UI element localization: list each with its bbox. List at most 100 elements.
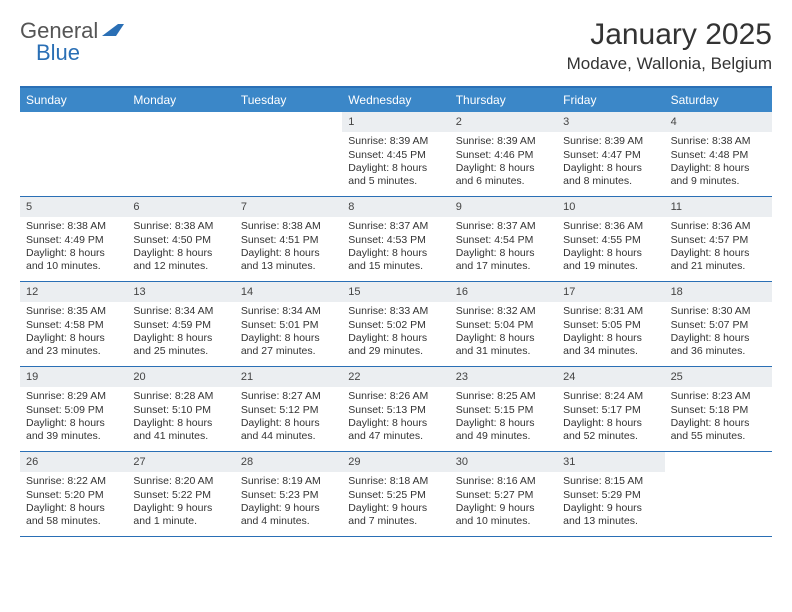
title-block: January 2025 Modave, Wallonia, Belgium: [567, 18, 772, 74]
sunset-text: Sunset: 4:45 PM: [348, 149, 443, 162]
daylight-text: Daylight: 8 hours and 8 minutes.: [563, 162, 658, 189]
sunrise-text: Sunrise: 8:30 AM: [671, 305, 766, 318]
cell-body: Sunrise: 8:22 AMSunset: 5:20 PMDaylight:…: [20, 472, 127, 533]
week-row: 26Sunrise: 8:22 AMSunset: 5:20 PMDayligh…: [20, 452, 772, 537]
day-number: 14: [235, 282, 342, 302]
sunrise-text: Sunrise: 8:23 AM: [671, 390, 766, 403]
cell-body: Sunrise: 8:24 AMSunset: 5:17 PMDaylight:…: [557, 387, 664, 448]
month-title: January 2025: [567, 18, 772, 52]
calendar-cell: 19Sunrise: 8:29 AMSunset: 5:09 PMDayligh…: [20, 367, 127, 451]
day-number: 26: [20, 452, 127, 472]
sunrise-text: Sunrise: 8:36 AM: [563, 220, 658, 233]
day-number: 3: [557, 112, 664, 132]
sunrise-text: Sunrise: 8:38 AM: [241, 220, 336, 233]
day-number: 10: [557, 197, 664, 217]
sunrise-text: Sunrise: 8:22 AM: [26, 475, 121, 488]
daylight-text: Daylight: 8 hours and 13 minutes.: [241, 247, 336, 274]
day-number: 23: [450, 367, 557, 387]
calendar-cell: 30Sunrise: 8:16 AMSunset: 5:27 PMDayligh…: [450, 452, 557, 536]
sunset-text: Sunset: 5:07 PM: [671, 319, 766, 332]
cell-body: Sunrise: 8:30 AMSunset: 5:07 PMDaylight:…: [665, 302, 772, 363]
day-number: 18: [665, 282, 772, 302]
cell-body: Sunrise: 8:33 AMSunset: 5:02 PMDaylight:…: [342, 302, 449, 363]
day-number: 16: [450, 282, 557, 302]
calendar: Sunday Monday Tuesday Wednesday Thursday…: [20, 86, 772, 537]
week-row: 12Sunrise: 8:35 AMSunset: 4:58 PMDayligh…: [20, 282, 772, 367]
sunset-text: Sunset: 5:04 PM: [456, 319, 551, 332]
cell-body: Sunrise: 8:34 AMSunset: 5:01 PMDaylight:…: [235, 302, 342, 363]
calendar-cell: 28Sunrise: 8:19 AMSunset: 5:23 PMDayligh…: [235, 452, 342, 536]
sunrise-text: Sunrise: 8:15 AM: [563, 475, 658, 488]
calendar-cell: 5Sunrise: 8:38 AMSunset: 4:49 PMDaylight…: [20, 197, 127, 281]
daylight-text: Daylight: 8 hours and 52 minutes.: [563, 417, 658, 444]
cell-body: Sunrise: 8:23 AMSunset: 5:18 PMDaylight:…: [665, 387, 772, 448]
daylight-text: Daylight: 8 hours and 9 minutes.: [671, 162, 766, 189]
sunset-text: Sunset: 4:47 PM: [563, 149, 658, 162]
day-number: 6: [127, 197, 234, 217]
day-number: 15: [342, 282, 449, 302]
day-header: Monday: [127, 88, 234, 112]
day-header: Friday: [557, 88, 664, 112]
day-number: 19: [20, 367, 127, 387]
calendar-cell: 13Sunrise: 8:34 AMSunset: 4:59 PMDayligh…: [127, 282, 234, 366]
cell-body: Sunrise: 8:31 AMSunset: 5:05 PMDaylight:…: [557, 302, 664, 363]
sunrise-text: Sunrise: 8:26 AM: [348, 390, 443, 403]
day-header: Wednesday: [342, 88, 449, 112]
calendar-cell: [665, 452, 772, 536]
calendar-cell: 26Sunrise: 8:22 AMSunset: 5:20 PMDayligh…: [20, 452, 127, 536]
logo-blue-row: Blue: [36, 40, 80, 66]
sunset-text: Sunset: 5:22 PM: [133, 489, 228, 502]
calendar-cell: 21Sunrise: 8:27 AMSunset: 5:12 PMDayligh…: [235, 367, 342, 451]
sunset-text: Sunset: 5:29 PM: [563, 489, 658, 502]
cell-body: Sunrise: 8:38 AMSunset: 4:51 PMDaylight:…: [235, 217, 342, 278]
sunrise-text: Sunrise: 8:38 AM: [26, 220, 121, 233]
day-number: 31: [557, 452, 664, 472]
day-number: 5: [20, 197, 127, 217]
calendar-cell: 23Sunrise: 8:25 AMSunset: 5:15 PMDayligh…: [450, 367, 557, 451]
cell-body: Sunrise: 8:28 AMSunset: 5:10 PMDaylight:…: [127, 387, 234, 448]
cell-body: [127, 132, 234, 139]
day-number: 24: [557, 367, 664, 387]
calendar-cell: [235, 112, 342, 196]
sunrise-text: Sunrise: 8:32 AM: [456, 305, 551, 318]
cell-body: Sunrise: 8:19 AMSunset: 5:23 PMDaylight:…: [235, 472, 342, 533]
day-number: 4: [665, 112, 772, 132]
sunset-text: Sunset: 4:59 PM: [133, 319, 228, 332]
calendar-cell: 1Sunrise: 8:39 AMSunset: 4:45 PMDaylight…: [342, 112, 449, 196]
sunrise-text: Sunrise: 8:28 AM: [133, 390, 228, 403]
day-number: 28: [235, 452, 342, 472]
calendar-cell: [20, 112, 127, 196]
calendar-cell: 7Sunrise: 8:38 AMSunset: 4:51 PMDaylight…: [235, 197, 342, 281]
calendar-cell: 25Sunrise: 8:23 AMSunset: 5:18 PMDayligh…: [665, 367, 772, 451]
calendar-cell: 3Sunrise: 8:39 AMSunset: 4:47 PMDaylight…: [557, 112, 664, 196]
sunset-text: Sunset: 5:18 PM: [671, 404, 766, 417]
daylight-text: Daylight: 8 hours and 15 minutes.: [348, 247, 443, 274]
sunrise-text: Sunrise: 8:38 AM: [133, 220, 228, 233]
cell-body: [20, 132, 127, 139]
day-number: 17: [557, 282, 664, 302]
daylight-text: Daylight: 8 hours and 12 minutes.: [133, 247, 228, 274]
sunrise-text: Sunrise: 8:19 AM: [241, 475, 336, 488]
day-number: 21: [235, 367, 342, 387]
day-number: 11: [665, 197, 772, 217]
day-number: 29: [342, 452, 449, 472]
cell-body: Sunrise: 8:37 AMSunset: 4:54 PMDaylight:…: [450, 217, 557, 278]
day-number: 20: [127, 367, 234, 387]
daylight-text: Daylight: 8 hours and 10 minutes.: [26, 247, 121, 274]
day-number: 9: [450, 197, 557, 217]
calendar-cell: 15Sunrise: 8:33 AMSunset: 5:02 PMDayligh…: [342, 282, 449, 366]
day-number: [20, 112, 127, 132]
sunset-text: Sunset: 5:13 PM: [348, 404, 443, 417]
sunset-text: Sunset: 4:57 PM: [671, 234, 766, 247]
daylight-text: Daylight: 8 hours and 58 minutes.: [26, 502, 121, 529]
sunset-text: Sunset: 4:58 PM: [26, 319, 121, 332]
day-number: 7: [235, 197, 342, 217]
cell-body: Sunrise: 8:39 AMSunset: 4:47 PMDaylight:…: [557, 132, 664, 193]
sunrise-text: Sunrise: 8:16 AM: [456, 475, 551, 488]
day-number: [127, 112, 234, 132]
day-number: 27: [127, 452, 234, 472]
day-number: 8: [342, 197, 449, 217]
sunset-text: Sunset: 5:27 PM: [456, 489, 551, 502]
sunset-text: Sunset: 4:54 PM: [456, 234, 551, 247]
cell-body: Sunrise: 8:39 AMSunset: 4:45 PMDaylight:…: [342, 132, 449, 193]
